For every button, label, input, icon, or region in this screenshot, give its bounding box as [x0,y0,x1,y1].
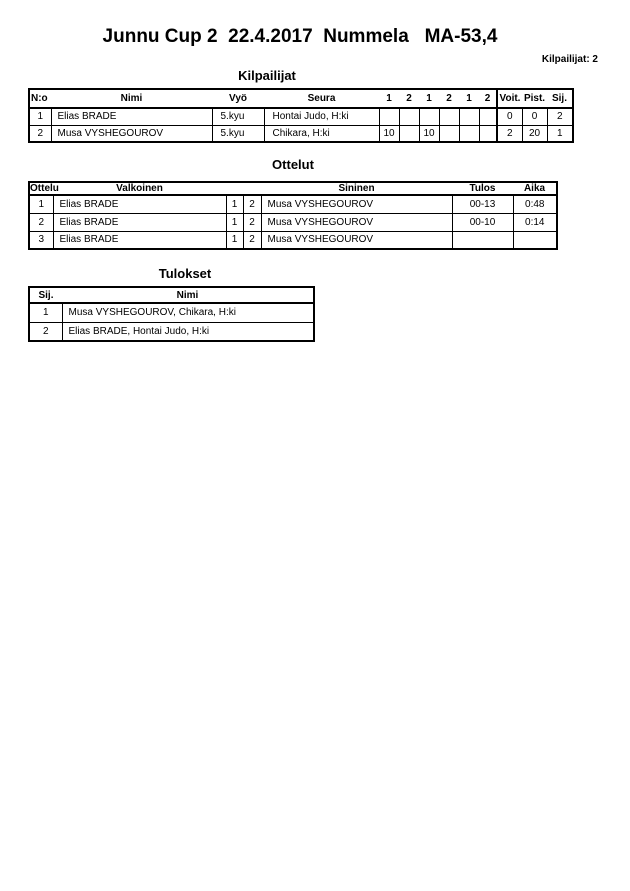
table-cell: 1 [28,302,63,323]
column-header-voit: Voit. [496,89,522,109]
table-cell: 00-10 [451,212,514,232]
kilpailijat-header-row: N:o Nimi Vyö Seura 1 2 1 2 1 2 Voit. Pis… [29,89,573,109]
column-header-score4: 2 [439,89,459,109]
column-header-vyo: Vyö [212,89,264,109]
table-cell: 0 [496,107,523,126]
competitors-count-label: Kilpailijat: 2 [541,54,598,65]
column-header-sininen: Sininen [261,182,452,196]
table-cell [478,124,498,143]
table-row: 1 Elias BRADE 1 2 Musa VYSHEGOUROV 00-13… [28,194,558,214]
table-row: 1 Musa VYSHEGOUROV, Chikara, H:ki [28,302,315,323]
column-header-nimi: Nimi [62,287,314,304]
column-header-score6: 2 [479,89,497,109]
table-cell: 1 [28,194,54,214]
column-header-score1: 1 [379,89,399,109]
tulokset-header-row: Sij. Nimi [29,287,314,304]
ottelut-table: Ottelu Valkoinen Sininen Tulos Aika 1 El… [28,181,558,250]
column-header-score3: 1 [419,89,439,109]
ottelut-header-row: Ottelu Valkoinen Sininen Tulos Aika [29,182,557,196]
table-cell: 1 [225,212,244,232]
table-cell: 1 [28,107,52,126]
table-cell: Hontai Judo, H:ki [263,107,380,126]
table-cell: 3 [28,230,54,250]
table-cell [451,230,514,250]
table-cell: 5.kyu [211,124,265,143]
tulokset-table: Sij. Nimi 1 Musa VYSHEGOUROV, Chikara, H… [28,286,315,342]
table-cell [478,107,498,126]
kilpailijat-table: N:o Nimi Vyö Seura 1 2 1 2 1 2 Voit. Pis… [28,88,574,143]
table-row: 2 Musa VYSHEGOUROV 5.kyu Chikara, H:ki 1… [28,124,574,143]
table-cell: 2 [242,194,262,214]
table-cell: 20 [521,124,548,143]
table-row: 3 Elias BRADE 1 2 Musa VYSHEGOUROV [28,230,558,250]
column-header-score5: 1 [459,89,479,109]
table-cell: 00-13 [451,194,514,214]
column-header-pist: Pist. [522,89,547,109]
table-cell: 1 [225,230,244,250]
table-cell: 1 [225,194,244,214]
table-cell: 5.kyu [211,107,265,126]
column-header-white-num [226,182,243,196]
table-cell: 2 [242,212,262,232]
column-header-nimi: Nimi [51,89,212,109]
table-cell: Musa VYSHEGOUROV [260,212,453,232]
table-row: 2 Elias BRADE 1 2 Musa VYSHEGOUROV 00-10… [28,212,558,232]
table-cell [398,124,420,143]
table-row: 2 Elias BRADE, Hontai Judo, H:ki [28,321,315,342]
table-cell: 0:14 [512,212,558,232]
table-cell: 10 [378,124,400,143]
table-cell [418,107,440,126]
table-cell: 2 [496,124,523,143]
column-header-sij: Sij. [29,287,62,304]
column-header-ottelu: Ottelu [29,182,59,196]
table-cell [438,124,460,143]
table-cell [458,124,480,143]
table-cell [512,230,558,250]
table-cell: Chikara, H:ki [263,124,380,143]
table-cell: Musa VYSHEGOUROV, Chikara, H:ki [61,302,315,323]
section-heading-tulokset: Tulokset [158,266,212,281]
table-cell: Musa VYSHEGOUROV [260,230,453,250]
table-cell: Elias BRADE [52,194,227,214]
table-cell: 0 [521,107,548,126]
table-cell: 2 [242,230,262,250]
table-cell [438,107,460,126]
column-header-blue-num [243,182,261,196]
table-cell: Musa VYSHEGOUROV [50,124,213,143]
table-cell: Elias BRADE, Hontai Judo, H:ki [61,321,315,342]
column-header-score2: 2 [399,89,419,109]
column-header-no: N:o [29,89,51,109]
table-row: 1 Elias BRADE 5.kyu Hontai Judo, H:ki 0 … [28,107,574,126]
table-cell: 2 [546,107,574,126]
column-header-valkoinen: Valkoinen [53,182,226,196]
table-cell [378,107,400,126]
table-cell: Elias BRADE [52,230,227,250]
section-heading-kilpailijat: Kilpailijat [238,68,296,83]
table-cell: 2 [28,124,52,143]
table-cell: Elias BRADE [52,212,227,232]
table-cell [458,107,480,126]
column-header-aika: Aika [513,182,557,196]
table-cell: Musa VYSHEGOUROV [260,194,453,214]
column-header-sij: Sij. [547,89,573,109]
table-cell [398,107,420,126]
table-cell: 0:48 [512,194,558,214]
table-cell: Elias BRADE [50,107,213,126]
table-cell: 10 [418,124,440,143]
column-header-seura: Seura [264,89,379,109]
table-cell: 2 [28,321,63,342]
column-header-tulos: Tulos [452,182,513,196]
table-cell: 2 [28,212,54,232]
page-title: Junnu Cup 2 22.4.2017 Nummela MA-53,4 [102,26,498,47]
section-heading-ottelut: Ottelut [272,157,314,172]
table-cell: 1 [546,124,574,143]
